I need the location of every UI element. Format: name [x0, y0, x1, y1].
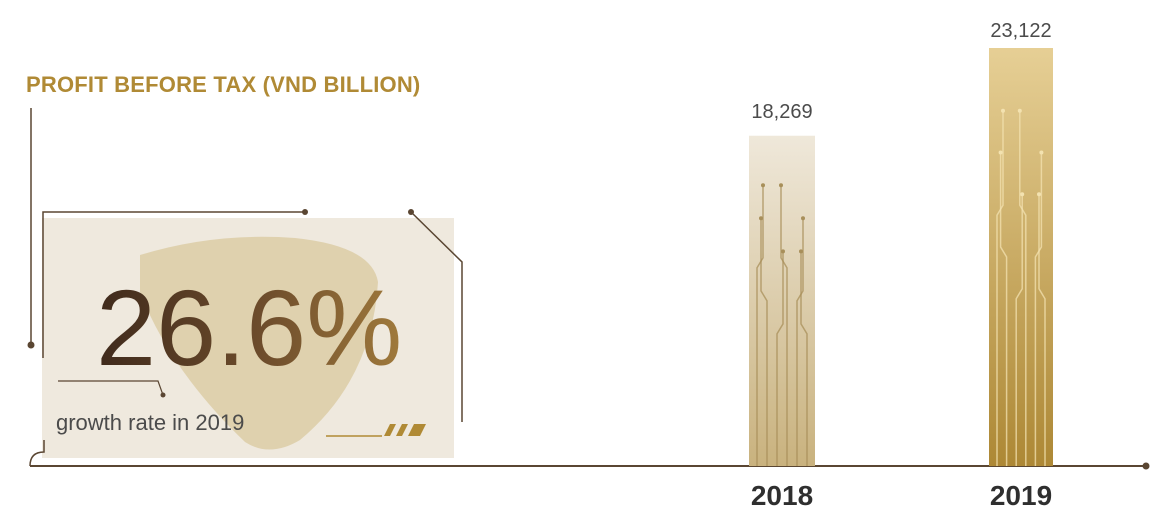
bar-2019-trace — [1038, 194, 1046, 466]
chart-title: PROFIT BEFORE TAX (VND BILLION) — [26, 72, 421, 97]
bar-2019-trace-node — [1001, 108, 1005, 113]
growth-percent: 26.6% — [96, 267, 403, 388]
caption-leader — [58, 380, 164, 396]
bar-2019-trace-node — [1039, 150, 1044, 155]
bar-2018-trace-node — [799, 249, 803, 254]
card-frame-right — [410, 211, 463, 422]
bar-2019-trace-node — [998, 150, 1003, 155]
shield-decoration — [140, 236, 378, 450]
bar-2019-trace — [1019, 110, 1027, 466]
bar-2019-trace — [1015, 194, 1023, 466]
card-frame-top — [42, 211, 305, 358]
bar-2018-trace — [796, 218, 804, 466]
caption-leader-dot — [160, 392, 166, 398]
bar-2019-trace-node — [1017, 108, 1022, 113]
bar-2018-trace — [756, 185, 764, 466]
year-label-2018: 2018 — [750, 480, 814, 511]
value-label-2019: 23,122 — [990, 20, 1052, 42]
bar-2018 — [749, 135, 815, 466]
growth-caption: growth rate in 2019 — [56, 410, 245, 435]
year-label-2019: 2019 — [989, 480, 1053, 511]
bar-2018-trace-node — [779, 183, 783, 188]
gold-stripe-2 — [396, 424, 408, 436]
bar-2019-trace-node — [1037, 192, 1041, 197]
gold-stripe-3 — [408, 424, 426, 436]
x-axis-end-dot — [1142, 462, 1150, 470]
title-leader-dot — [27, 341, 35, 349]
bar-2018-trace — [760, 218, 768, 466]
bar-2018-trace — [776, 251, 784, 466]
bar-2018-trace — [800, 251, 808, 466]
value-label-2018: 18,269 — [751, 101, 813, 123]
card-frame-right-dot — [408, 209, 414, 215]
bar-2019 — [989, 48, 1053, 466]
bar-2019-trace-node — [1020, 192, 1025, 197]
gold-stripe-1 — [384, 424, 396, 436]
bar-2018-trace-node — [761, 183, 765, 188]
bar-2018-trace-node — [781, 249, 785, 254]
bar-2018-trace-node — [801, 216, 805, 221]
card-frame-dot — [302, 209, 308, 215]
axis-left-corner — [29, 440, 45, 467]
bar-2018-trace-node — [759, 216, 763, 221]
bar-2018-trace — [780, 185, 788, 466]
bar-2019-trace — [999, 152, 1008, 466]
